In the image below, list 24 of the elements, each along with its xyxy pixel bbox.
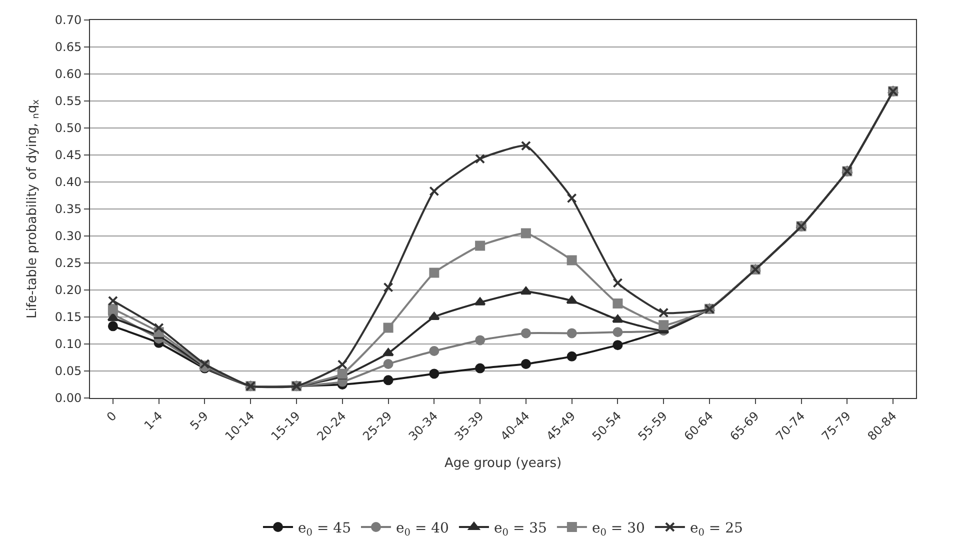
y-tick-label: 0.05 <box>54 364 82 378</box>
y-tick-label: 0.25 <box>54 256 82 270</box>
y-tick-label: 0.65 <box>54 40 82 54</box>
y-tick-label: 0.60 <box>54 67 82 82</box>
y-tick-label: 0.50 <box>54 121 82 136</box>
legend-label: e$_{0}$ = 25 <box>690 520 743 538</box>
y-tick-label: 0.40 <box>54 175 82 190</box>
y-tick-label: 0.20 <box>54 283 82 298</box>
y-tick-label: 0.35 <box>54 202 82 216</box>
legend-label: e$_{0}$ = 45 <box>298 520 351 538</box>
y-tick-label: 0.30 <box>54 229 82 244</box>
y-tick-label: 0.70 <box>54 13 82 28</box>
legend-label: e$_{0}$ = 35 <box>494 520 547 538</box>
x-tick-label: 5-9 <box>187 408 212 433</box>
y-tick-label: 0.00 <box>54 391 82 406</box>
x-tick-label: 0 <box>104 408 120 424</box>
legend-label: e$_{0}$ = 40 <box>396 520 449 538</box>
y-tick-label: 0.15 <box>54 310 82 324</box>
y-tick-label: 0.10 <box>54 337 82 352</box>
x-tick-label: 1-4 <box>141 408 166 433</box>
y-tick-label: 0.55 <box>54 94 82 108</box>
x-axis-title: Age group (years) <box>444 456 562 472</box>
legend-label: e$_{0}$ = 30 <box>592 520 645 538</box>
y-tick-label: 0.45 <box>54 148 82 162</box>
